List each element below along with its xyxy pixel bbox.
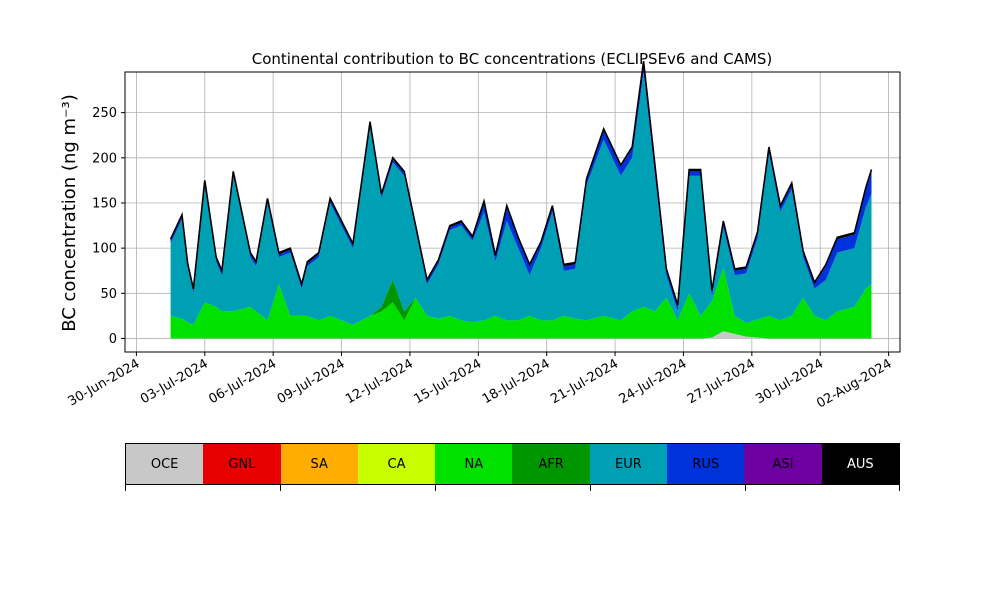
y-tick-label: 150: [92, 196, 117, 211]
legend-item-afr: AFR: [512, 444, 590, 484]
x-tick-label: 12-Jul-2024: [343, 356, 416, 407]
legend-tick-mark: [899, 485, 900, 491]
legend-item-sa: SA: [280, 444, 358, 484]
x-tick-label: 09-Jul-2024: [275, 356, 348, 407]
x-tick-label: 03-Jul-2024: [138, 356, 211, 407]
x-tick-label: 21-Jul-2024: [548, 356, 621, 407]
legend-item-na: NA: [435, 444, 513, 484]
y-axis-label-text: BC concentration (ng m⁻³): [59, 94, 80, 332]
y-tick-label: 0: [109, 332, 117, 347]
legend-colorbar: OCE GNL SA CA NA AFR EUR RUS ASI AUS: [125, 443, 900, 485]
x-tick-label: 30-Jun-2024: [66, 356, 143, 409]
area-oce: [170, 331, 872, 339]
area-na: [170, 268, 872, 339]
x-tick-label: 18-Jul-2024: [480, 356, 553, 407]
legend-colorbar-ticks: [125, 485, 900, 493]
x-tick-label: 02-Aug-2024: [814, 356, 894, 411]
plot-frame: [124, 71, 901, 353]
y-tick-label: 100: [92, 242, 117, 257]
y-tick-label: 200: [92, 151, 117, 166]
total-line: [169, 61, 873, 306]
x-axis-ticks: 30-Jun-202403-Jul-202406-Jul-202409-Jul-…: [66, 352, 895, 412]
legend-tick-mark: [590, 485, 591, 491]
x-tick-label: 06-Jul-2024: [206, 356, 279, 407]
stacked-areas: [170, 61, 872, 339]
legend-item-asi: ASI: [744, 444, 822, 484]
legend-item-oce: OCE: [126, 444, 204, 484]
legend-tick-mark: [280, 485, 281, 491]
x-tick-label: 15-Jul-2024: [411, 356, 484, 407]
legend-item-gnl: GNL: [203, 444, 281, 484]
legend-item-eur: EUR: [589, 444, 668, 484]
legend-item-ca: CA: [357, 444, 436, 484]
y-tick-label: 250: [92, 106, 117, 121]
area-eur: [170, 72, 872, 325]
legend-tick-mark: [435, 485, 436, 491]
y-tick-label: 50: [100, 287, 117, 302]
legend-item-rus: RUS: [667, 444, 745, 484]
total-outline: [169, 61, 873, 306]
legend-tick-mark: [745, 485, 746, 491]
chart-title: Continental contribution to BC concentra…: [252, 50, 773, 68]
x-tick-label: 27-Jul-2024: [685, 356, 758, 407]
y-axis-ticks: 0 50 100 150 200 250: [92, 106, 125, 347]
legend-item-aus: AUS: [821, 444, 899, 484]
x-tick-label: 24-Jul-2024: [617, 356, 690, 407]
y-axis-label: BC concentration (ng m⁻³): [59, 94, 80, 332]
legend-tick-mark: [125, 485, 126, 491]
